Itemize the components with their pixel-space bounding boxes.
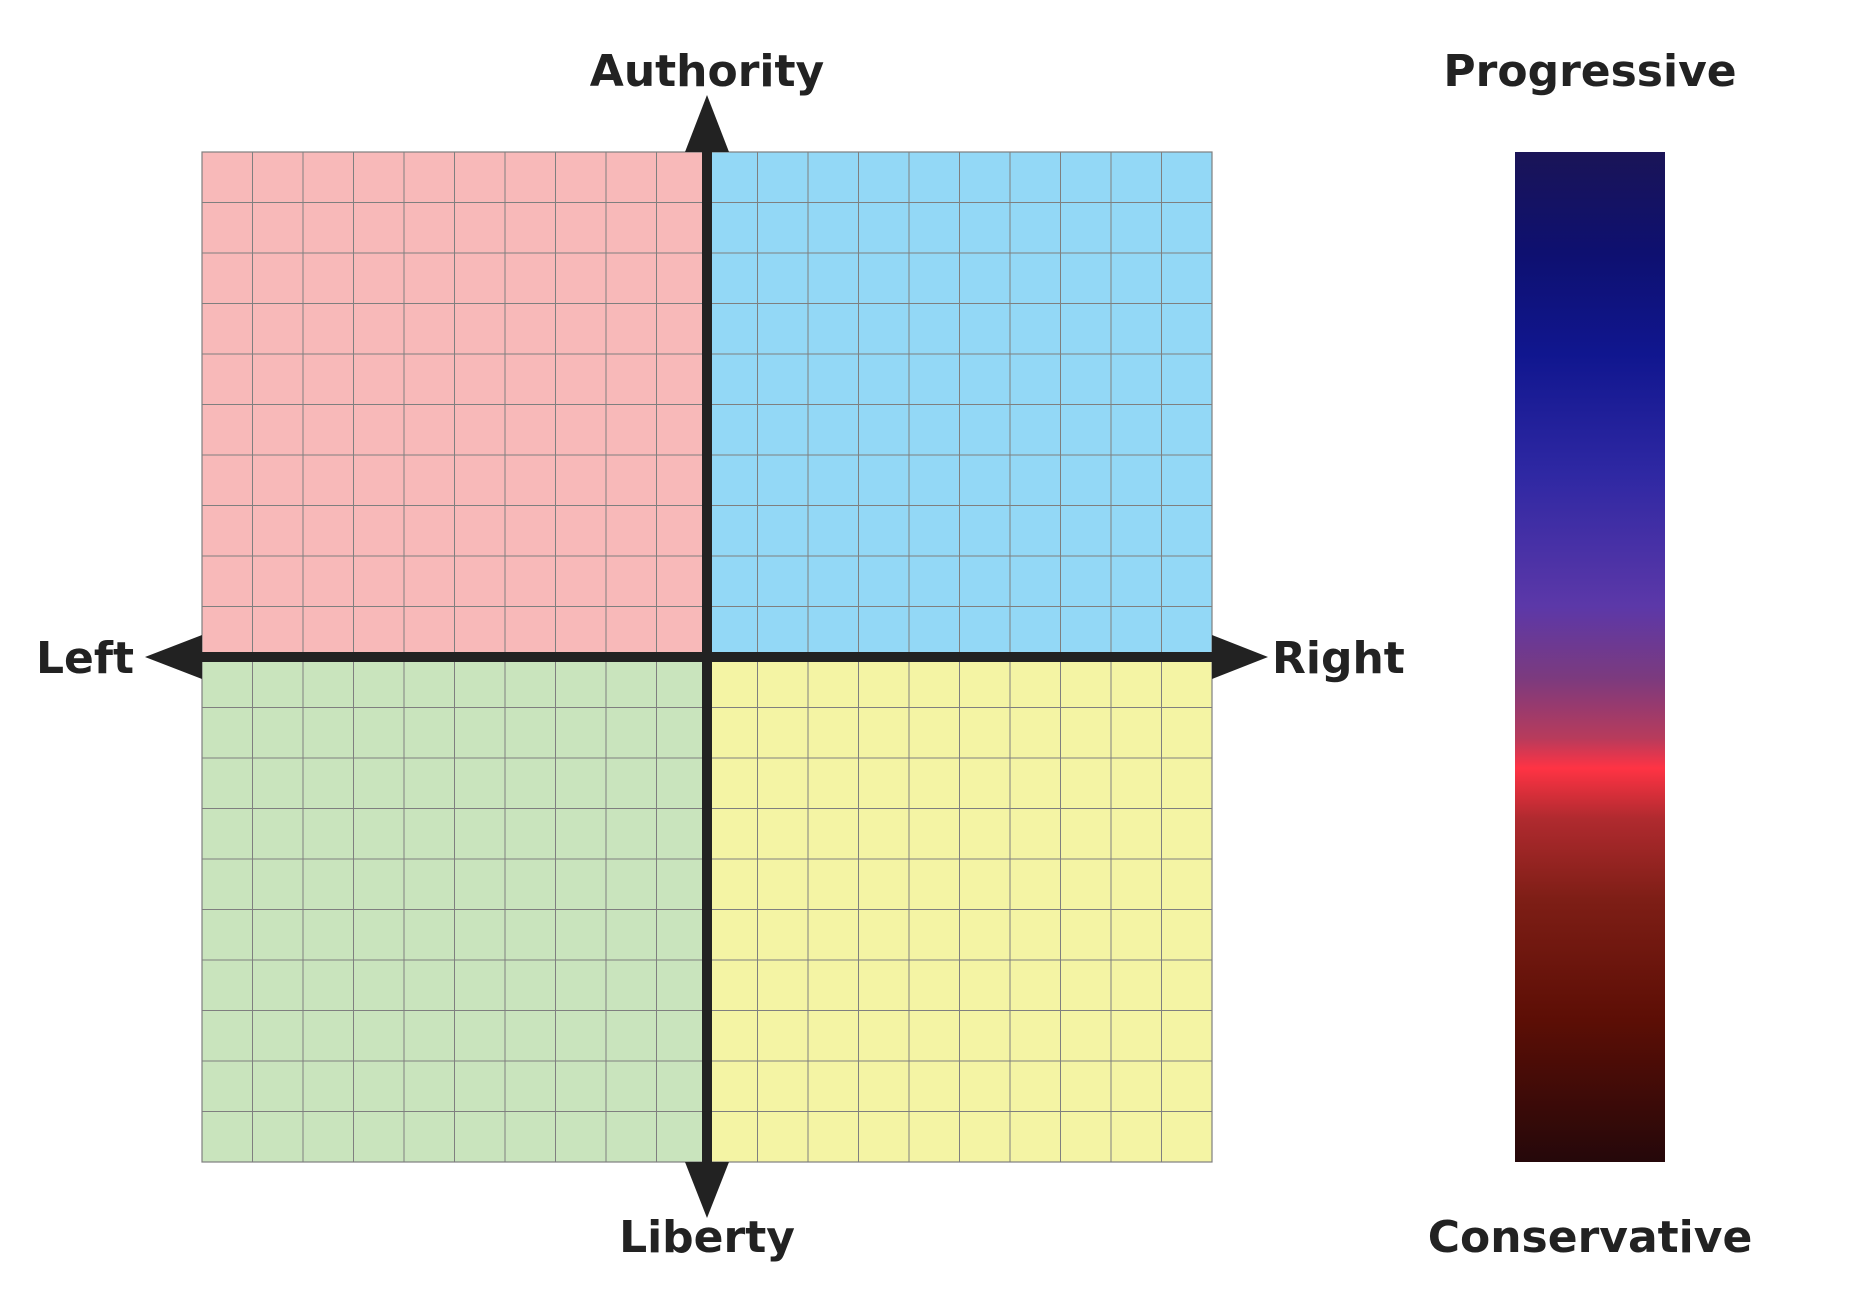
axis-label-right: Right (1272, 633, 1405, 684)
compass-axes (145, 95, 1268, 1218)
axis-label-authority: Authority (590, 46, 824, 97)
vertical-axis (702, 152, 712, 1162)
arrow-down-icon (685, 1162, 729, 1218)
progressive-conservative-scale-bar (1515, 152, 1665, 1162)
axis-label-liberty: Liberty (619, 1212, 795, 1263)
arrow-left-icon (145, 635, 202, 679)
scale-label-progressive: Progressive (1443, 46, 1736, 97)
axis-label-left: Left (36, 633, 134, 684)
arrow-up-icon (685, 95, 729, 152)
scale-label-conservative: Conservative (1428, 1212, 1753, 1263)
arrow-right-icon (1212, 635, 1268, 679)
